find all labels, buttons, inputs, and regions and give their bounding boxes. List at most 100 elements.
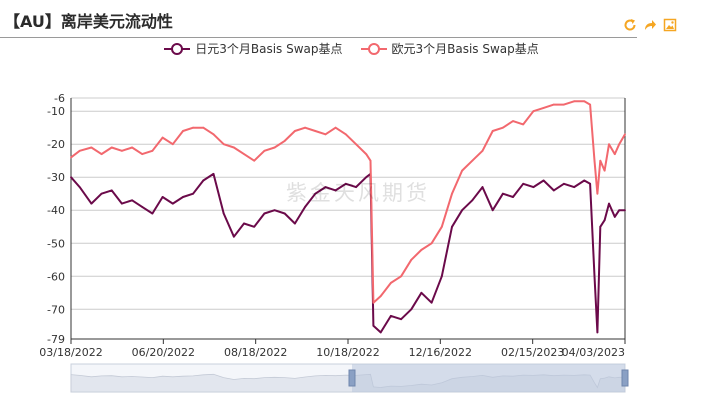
x-tick-label: 08/18/2022	[224, 346, 287, 359]
data-point	[542, 107, 545, 109]
share-icon[interactable]	[643, 18, 657, 32]
x-tick-label: 06/20/2022	[132, 346, 195, 359]
data-point	[294, 222, 296, 225]
data-point	[410, 258, 413, 261]
data-point	[420, 248, 423, 251]
data-point	[430, 242, 433, 245]
y-tick-label: -30	[47, 171, 65, 184]
data-point	[379, 295, 382, 297]
data-point	[334, 189, 337, 192]
data-point	[222, 212, 225, 215]
data-point	[355, 143, 357, 146]
data-point	[589, 182, 592, 185]
data-point	[512, 120, 514, 123]
data-point	[372, 301, 375, 304]
data-point	[120, 202, 123, 205]
data-point	[304, 126, 307, 129]
data-point	[400, 318, 402, 321]
data-point	[440, 275, 443, 278]
data-point	[131, 199, 133, 202]
data-point	[410, 308, 413, 311]
data-point	[344, 133, 347, 136]
series-line-eur	[70, 100, 626, 304]
data-point	[481, 149, 484, 152]
data-point	[624, 133, 626, 136]
chart-toolbox	[623, 18, 677, 34]
data-point	[481, 186, 484, 189]
chart-legend: 日元3个月Basis Swap基点 欧元3个月Basis Swap基点	[0, 40, 703, 57]
y-tick-label: -79	[47, 333, 65, 346]
data-point	[593, 159, 596, 162]
data-point	[430, 301, 433, 304]
data-point	[273, 146, 276, 149]
data-point	[583, 100, 586, 103]
title-divider	[0, 37, 637, 38]
data-point	[542, 179, 545, 182]
x-tick-label: 04/03/2023	[562, 346, 625, 359]
data-point	[608, 143, 610, 146]
data-point	[599, 225, 602, 228]
data-point	[161, 196, 164, 198]
data-point	[355, 186, 357, 189]
data-point	[324, 133, 327, 136]
data-point	[563, 103, 565, 106]
data-point	[501, 192, 504, 195]
data-point	[573, 186, 576, 189]
data-point	[608, 202, 610, 205]
data-point	[70, 156, 72, 159]
x-tick-label: 10/18/2022	[316, 346, 379, 359]
data-point	[365, 153, 368, 156]
data-point	[253, 225, 256, 228]
data-point	[471, 159, 474, 162]
data-point	[532, 186, 535, 189]
zoom-selection[interactable]	[352, 364, 625, 392]
data-point	[182, 196, 184, 198]
legend-item-eur[interactable]: 欧元3个月Basis Swap基点	[360, 40, 539, 57]
data-point	[501, 126, 504, 129]
data-point	[171, 202, 174, 205]
legend-item-jpy[interactable]: 日元3个月Basis Swap基点	[164, 40, 343, 57]
data-point	[78, 186, 81, 189]
data-point	[243, 153, 245, 156]
y-tick-label: -60	[47, 270, 65, 283]
data-point	[253, 159, 256, 162]
data-point	[100, 153, 103, 156]
data-point	[141, 206, 144, 208]
refresh-icon[interactable]	[623, 18, 637, 32]
data-point	[202, 126, 205, 129]
data-point	[522, 123, 525, 126]
data-point	[294, 130, 296, 132]
y-tick-label: -50	[47, 237, 65, 250]
data-point	[151, 149, 154, 152]
data-point	[563, 182, 565, 185]
zoom-handle-left[interactable]	[348, 369, 356, 387]
x-tick-label: 12/16/2022	[409, 346, 472, 359]
data-point	[471, 199, 474, 202]
data-point	[192, 192, 195, 195]
y-tick-label: -40	[47, 204, 65, 217]
zoom-handle-right[interactable]	[621, 369, 629, 387]
data-point	[573, 100, 576, 103]
data-point	[583, 179, 586, 182]
data-point	[90, 146, 93, 149]
data-point	[618, 209, 621, 212]
data-point	[141, 153, 144, 156]
data-point	[192, 126, 195, 129]
data-point	[420, 291, 423, 294]
data-point	[451, 192, 453, 195]
data-point	[263, 212, 266, 215]
y-tick-label: -6	[54, 92, 65, 105]
watermark: 紫金天风期货	[286, 181, 430, 205]
data-point	[334, 126, 337, 129]
data-point	[78, 149, 81, 152]
data-point	[593, 275, 596, 278]
data-point	[273, 209, 276, 212]
legend-swatch-jpy	[164, 42, 191, 55]
data-point	[283, 140, 286, 142]
data-point	[552, 189, 555, 192]
data-point	[552, 103, 555, 106]
data-point	[379, 331, 382, 334]
data-point	[596, 192, 599, 195]
data-point	[314, 192, 317, 195]
save-image-icon[interactable]	[663, 18, 677, 32]
